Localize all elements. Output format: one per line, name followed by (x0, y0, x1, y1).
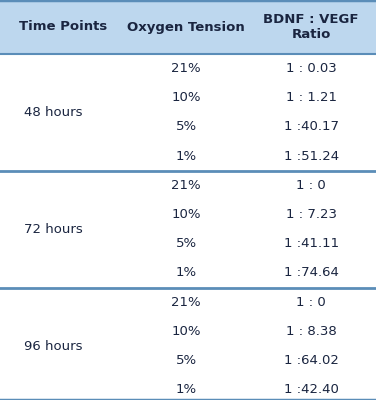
Text: 1 : 0: 1 : 0 (296, 296, 326, 309)
Text: 1 :41.11: 1 :41.11 (284, 237, 339, 250)
Text: 1 :64.02: 1 :64.02 (284, 354, 338, 367)
Text: 1 : 1.21: 1 : 1.21 (286, 91, 337, 104)
Text: 10%: 10% (171, 208, 201, 221)
Text: 1%: 1% (176, 266, 197, 280)
Text: 21%: 21% (171, 179, 201, 192)
Text: 1 : 7.23: 1 : 7.23 (286, 208, 337, 221)
Bar (0, 54, 376, 400)
Text: 72 hours: 72 hours (24, 223, 82, 236)
Text: 1 : 0.03: 1 : 0.03 (286, 62, 337, 75)
Text: 10%: 10% (171, 91, 201, 104)
Text: 5%: 5% (176, 354, 197, 367)
Text: 10%: 10% (171, 325, 201, 338)
Text: 1%: 1% (176, 150, 197, 163)
Text: 21%: 21% (171, 296, 201, 309)
Text: Time Points: Time Points (19, 20, 107, 34)
Text: 1 : 8.38: 1 : 8.38 (286, 325, 337, 338)
Text: Oxygen Tension: Oxygen Tension (127, 20, 245, 34)
Text: BDNF : VEGF
Ratio: BDNF : VEGF Ratio (264, 13, 359, 41)
Text: 48 hours: 48 hours (24, 106, 82, 119)
Text: 1 :74.64: 1 :74.64 (284, 266, 338, 280)
Text: 1 : 0: 1 : 0 (296, 179, 326, 192)
Text: 5%: 5% (176, 120, 197, 134)
Bar (0, 0, 376, 54)
Text: 21%: 21% (171, 62, 201, 75)
Text: 1 :51.24: 1 :51.24 (284, 150, 339, 163)
Text: 1 :40.17: 1 :40.17 (284, 120, 339, 134)
Text: 1%: 1% (176, 383, 197, 396)
Text: 96 hours: 96 hours (24, 340, 82, 352)
Text: 5%: 5% (176, 237, 197, 250)
Text: 1 :42.40: 1 :42.40 (284, 383, 338, 396)
